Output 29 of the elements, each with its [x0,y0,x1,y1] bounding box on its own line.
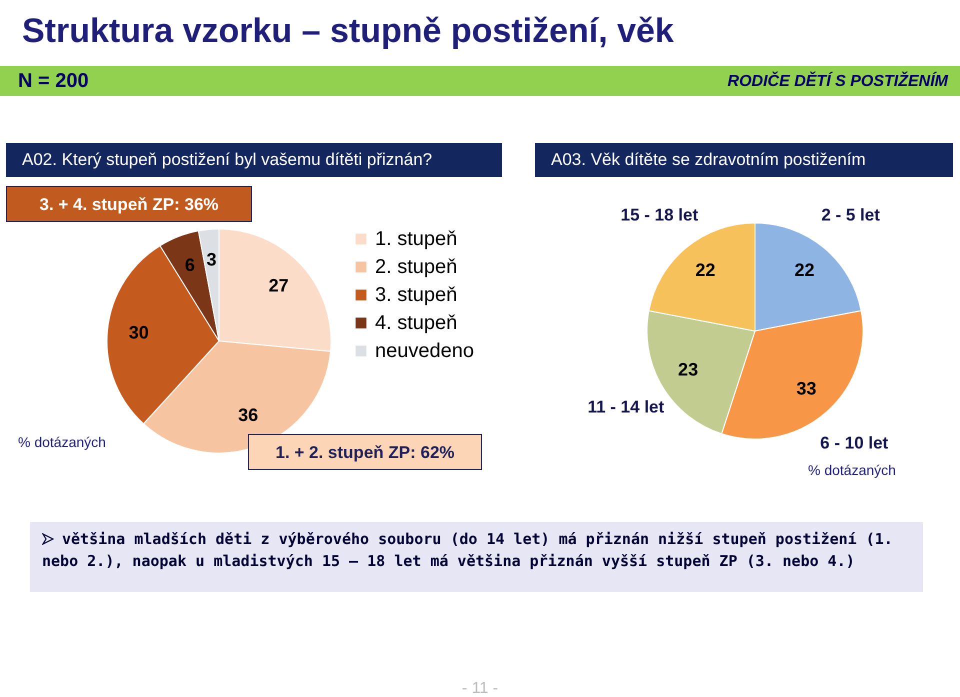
legend-label: neuvedeno [375,340,474,362]
legend-label: 2. stupeň [375,256,458,278]
legend-label: 3. stupeň [375,284,458,306]
data-label: 23 [678,360,698,380]
data-label: 30 [128,322,149,343]
text: RODIČE DĚTÍ S POSTIŽENÍM [728,73,948,91]
slice-label: 6 - 10 let [820,434,889,453]
slice-label: 11 - 14 let [588,397,664,416]
data-label: 33 [796,378,816,398]
text: % dotázaných [18,434,106,450]
slice-label: 2 - 5 let [821,205,880,224]
text: 1. + 2. stupeň ZP: 62% [248,434,482,470]
chart-title: A02. Který stupeň postižení byl vašemu dítěti přiznán? [6,143,502,177]
legend-label: 4. stupeň [375,312,458,334]
text: většina mladších děti z výběrového souboru (do 14 let) má přiznán nižší stupeň postižení (1. nebo 2.), naopak u mladistvých 15 – 18 let má většina přiznán vyšší stupeň ZP (3. nebo 4.) [30,522,923,592]
text: Struktura vzorku – stupně postižení, věk [22,12,674,51]
data-label: 22 [695,260,716,280]
data-label: 3 [206,250,217,270]
data-label: 36 [238,405,258,426]
slice-label: 15 - 18 let [620,205,698,224]
text: - 11 - [460,680,500,697]
chart-title: A03. Věk dítěte se zdravotním postižením [535,143,953,177]
text: 3. + 4. stupeň ZP: 36% [6,186,252,222]
data-label: 6 [184,254,195,275]
text: % dotázaných [808,462,896,478]
data-label: 27 [268,276,289,296]
data-label: 22 [794,260,815,280]
text: N = 200 [18,70,89,93]
legend-label: 1. stupeň [375,228,458,250]
